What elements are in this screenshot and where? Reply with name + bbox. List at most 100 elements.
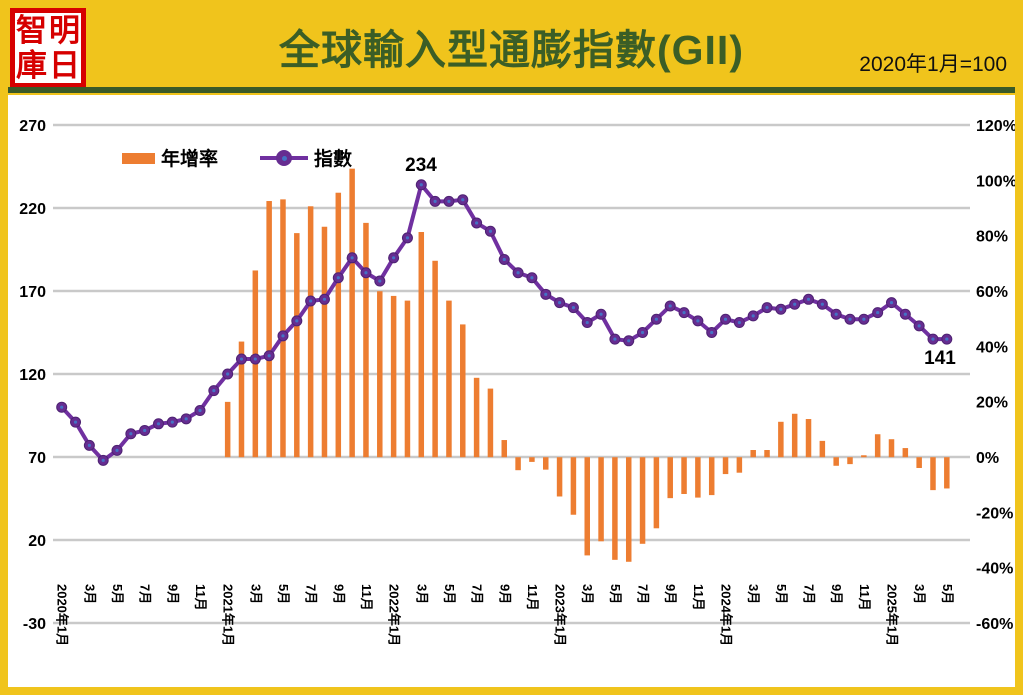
x-tick-label: 5月	[276, 584, 291, 604]
bar	[390, 295, 397, 458]
y-tick-label-left: 20	[28, 533, 46, 550]
x-tick-label: 7月	[138, 584, 153, 604]
logo-char: 智	[16, 13, 47, 48]
line-point-center	[627, 339, 631, 343]
line-point-center	[336, 276, 340, 280]
x-tick-label: 5月	[608, 584, 623, 604]
logo-char: 日	[49, 48, 80, 83]
y-tick-label-right: 0%	[976, 450, 999, 467]
line-point-center	[765, 306, 769, 310]
x-tick-label: 9月	[497, 584, 512, 604]
legend-line-marker-icon	[276, 150, 292, 166]
bar	[736, 457, 743, 473]
line-point-center	[779, 307, 783, 311]
y-tick-label-left: -30	[23, 616, 46, 633]
bar	[501, 440, 508, 458]
x-tick-label: 2025年1月	[885, 584, 900, 646]
line-point-center	[903, 312, 907, 316]
bar	[764, 450, 770, 458]
line-point-center	[640, 330, 645, 335]
chart-canvas: 270 220 170 120 70 20 -30 120% 100% 80% 60% 40% 20% 0…	[19, 118, 1017, 646]
bar	[722, 457, 729, 475]
y-tick-label-right: -20%	[976, 505, 1013, 522]
line-point-center	[73, 420, 78, 424]
line-point-center	[945, 337, 949, 341]
x-tick-label: 5月	[110, 584, 125, 604]
line-point-center	[613, 337, 617, 341]
line-point-center	[931, 337, 935, 341]
bar	[307, 206, 314, 458]
y-tick-label-left: 270	[19, 118, 46, 135]
bar	[805, 419, 812, 458]
x-tick-label: 11月	[525, 584, 540, 611]
line-point-center	[378, 279, 382, 283]
x-tick-label: 3月	[82, 584, 97, 604]
bar	[625, 457, 632, 562]
y-tick-label-right: 20%	[976, 395, 1008, 412]
index-base-note: 2020年1月=100	[859, 53, 1007, 76]
y-tick-label-right: 40%	[976, 339, 1008, 356]
line-point-center	[433, 199, 437, 203]
line-point-center	[502, 257, 506, 262]
last-value-label: 141	[924, 348, 956, 369]
bar	[695, 457, 701, 498]
line-point-center	[737, 320, 741, 325]
bar	[612, 457, 618, 560]
line-point-center	[364, 271, 368, 275]
x-tick-label: 3月	[580, 584, 595, 604]
x-tick-label: 7月	[802, 584, 817, 604]
line-point-center	[917, 324, 921, 328]
bar	[446, 300, 452, 458]
line-point-center	[710, 330, 714, 335]
line-point-center	[156, 422, 161, 426]
line-point-center	[392, 256, 396, 260]
bar	[266, 201, 272, 458]
y-tick-label-left: 170	[19, 284, 46, 301]
line-point-center	[544, 292, 548, 296]
header: 智 明 庫 日 全球輸入型通膨指數(GII) 2020年1月=100	[0, 0, 1023, 88]
y-tick-label-right: -40%	[976, 561, 1013, 578]
bar	[224, 401, 231, 458]
line-point-center	[834, 312, 838, 316]
bar	[335, 192, 342, 458]
bar	[377, 291, 383, 458]
line-point-center	[309, 299, 313, 303]
bar	[349, 168, 355, 458]
x-tick-label: 3月	[248, 584, 263, 604]
x-tick-label: 3月	[414, 584, 429, 604]
x-tick-label: 3月	[912, 584, 927, 604]
bar	[432, 260, 438, 458]
line-point-center	[571, 306, 576, 310]
bar	[667, 457, 673, 499]
line-point-center	[516, 271, 520, 275]
x-tick-label: 9月	[663, 584, 678, 604]
line-point-center	[488, 229, 493, 233]
bar	[404, 300, 411, 458]
line-point-center	[751, 314, 755, 318]
x-tick-label: 11月	[193, 584, 208, 611]
x-tick-label: 9月	[165, 584, 180, 604]
x-tick-label: 7月	[636, 584, 651, 604]
bar	[681, 457, 687, 494]
y-tick-label-left: 220	[19, 201, 46, 218]
line-point-center	[115, 448, 119, 452]
line-point-center	[876, 310, 880, 315]
line-point-center	[405, 236, 410, 240]
header-divider	[8, 87, 1015, 93]
line-point-center	[212, 389, 216, 393]
x-tick-label: 7月	[304, 584, 319, 604]
bar	[847, 457, 853, 465]
x-tick-label: 2024年1月	[719, 584, 734, 646]
bar	[833, 457, 839, 466]
x-tick-label: 9月	[331, 584, 346, 604]
bar	[294, 233, 300, 458]
bar	[280, 199, 286, 458]
y-tick-label-right: -60%	[976, 616, 1013, 633]
line-point-center	[170, 420, 174, 424]
line-point-center	[253, 357, 257, 361]
line-point-center	[281, 334, 285, 338]
bar	[902, 448, 909, 458]
line-point-center	[820, 302, 824, 306]
line-point-center	[198, 408, 202, 413]
line-point-center	[654, 317, 658, 321]
